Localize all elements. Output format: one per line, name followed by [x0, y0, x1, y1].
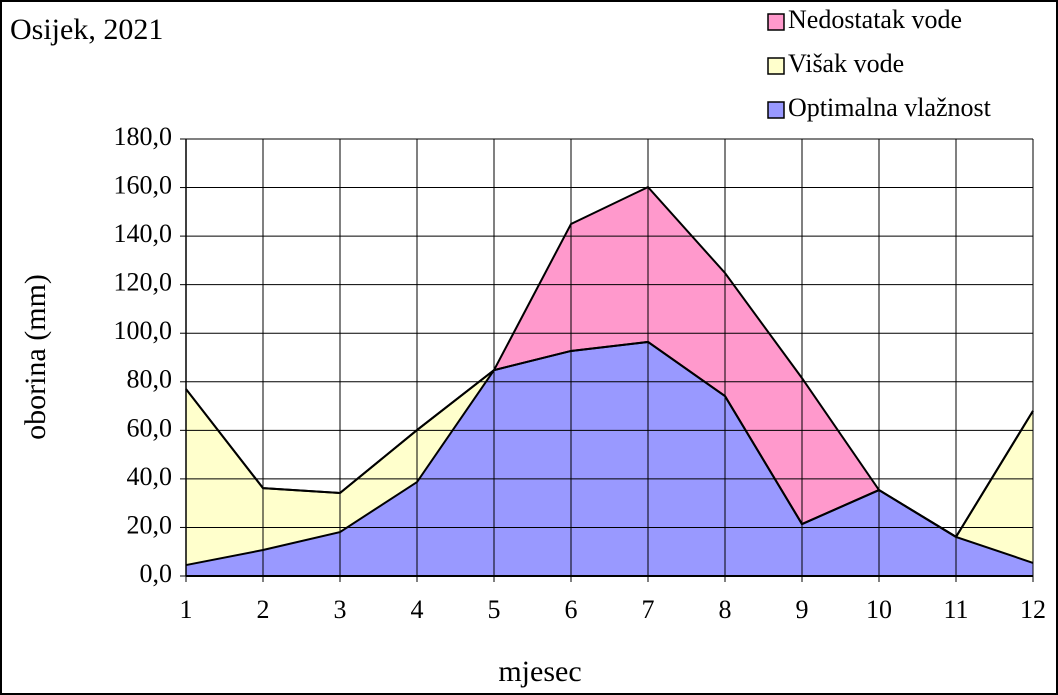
x-tick-label: 7 [642, 595, 655, 624]
chart-title: Osijek, 2021 [10, 13, 163, 46]
x-tick-label: 11 [943, 595, 968, 624]
area [186, 187, 1033, 537]
area [186, 341, 1033, 576]
x-tick-label: 3 [334, 595, 347, 624]
x-tick-label: 8 [719, 595, 732, 624]
y-tick-label: 0,0 [140, 559, 173, 588]
y-tick-label: 180,0 [114, 122, 173, 151]
x-tick-label: 12 [1020, 595, 1046, 624]
y-tick-label: 140,0 [114, 219, 173, 248]
y-tick-label: 60,0 [127, 413, 173, 442]
x-axis-label: mjesec [498, 655, 581, 688]
x-tick-label: 6 [565, 595, 578, 624]
x-tick-label: 2 [257, 595, 270, 624]
legend-swatch [767, 57, 785, 75]
y-tick-label: 40,0 [127, 462, 173, 491]
legend-swatch [767, 13, 785, 31]
x-tick-label: 5 [488, 595, 501, 624]
area-outline [185, 185, 1034, 539]
y-tick-label: 80,0 [127, 365, 173, 394]
x-tick-label: 10 [866, 595, 892, 624]
legend-label: Nedostatak vode [788, 5, 962, 34]
y-axis-label: oborina (mm) [19, 274, 52, 440]
area [186, 341, 1033, 566]
y-tick-label: 120,0 [114, 268, 173, 297]
x-tick-label: 4 [411, 595, 424, 624]
y-tick-label: 20,0 [127, 510, 173, 539]
x-tick-label: 9 [796, 595, 809, 624]
y-tick-label: 100,0 [114, 316, 173, 345]
legend-label: Višak vode [788, 49, 904, 78]
legend-swatch [767, 101, 785, 119]
legend-label: Optimalna vlažnost [788, 93, 992, 122]
x-tick-label: 1 [180, 595, 193, 624]
y-tick-label: 160,0 [114, 171, 173, 200]
